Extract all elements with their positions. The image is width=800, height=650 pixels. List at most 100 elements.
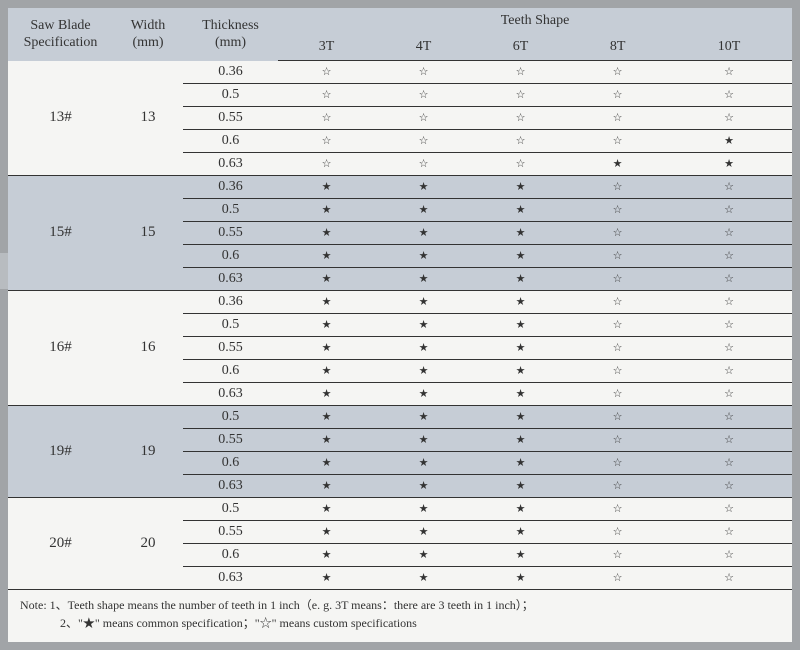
star-cell: ☆	[375, 83, 472, 106]
width-cell: 19	[113, 405, 183, 497]
star-cell: ☆	[569, 451, 666, 474]
star-cell: ☆	[666, 221, 792, 244]
star-cell: ☆	[569, 290, 666, 313]
star-cell: ★	[375, 244, 472, 267]
star-cell: ☆	[666, 83, 792, 106]
thickness-cell: 0.63	[183, 566, 278, 589]
star-cell: ☆	[569, 221, 666, 244]
star-cell: ★	[375, 290, 472, 313]
star-cell: ☆	[569, 382, 666, 405]
table-row: 19#190.5★★★☆☆	[8, 405, 792, 428]
thickness-cell: 0.6	[183, 543, 278, 566]
side-tab[interactable]: ‹	[0, 253, 8, 289]
thickness-cell: 0.55	[183, 336, 278, 359]
star-cell: ☆	[375, 106, 472, 129]
star-cell: ☆	[472, 129, 569, 152]
star-cell: ☆	[666, 566, 792, 589]
star-cell: ☆	[666, 474, 792, 497]
star-cell: ☆	[666, 359, 792, 382]
star-cell: ★	[278, 566, 375, 589]
star-cell: ★	[666, 152, 792, 175]
star-cell: ☆	[375, 129, 472, 152]
thickness-cell: 0.6	[183, 451, 278, 474]
star-cell: ★	[375, 497, 472, 520]
star-cell: ★	[278, 543, 375, 566]
star-cell: ☆	[666, 336, 792, 359]
star-cell: ★	[472, 221, 569, 244]
star-cell: ☆	[666, 313, 792, 336]
width-cell: 13	[113, 61, 183, 176]
header-teeth-3T: 3T	[278, 34, 375, 61]
star-cell: ★	[472, 451, 569, 474]
star-cell: ★	[666, 129, 792, 152]
star-cell: ★	[472, 244, 569, 267]
star-cell: ☆	[278, 152, 375, 175]
star-cell: ★	[472, 405, 569, 428]
star-cell: ★	[278, 474, 375, 497]
star-cell: ☆	[472, 106, 569, 129]
thickness-cell: 0.6	[183, 359, 278, 382]
table-header: Saw Blade Specification Width (mm) Thick…	[8, 8, 792, 61]
star-cell: ★	[278, 221, 375, 244]
spec-cell: 16#	[8, 290, 113, 405]
star-cell: ★	[472, 336, 569, 359]
star-cell: ☆	[569, 520, 666, 543]
thickness-cell: 0.5	[183, 198, 278, 221]
star-cell: ☆	[569, 106, 666, 129]
thickness-cell: 0.5	[183, 497, 278, 520]
thickness-cell: 0.63	[183, 152, 278, 175]
star-cell: ☆	[666, 497, 792, 520]
star-cell: ★	[375, 520, 472, 543]
width-cell: 15	[113, 175, 183, 290]
star-cell: ☆	[569, 497, 666, 520]
star-cell: ★	[375, 543, 472, 566]
star-cell: ★	[278, 313, 375, 336]
star-cell: ☆	[666, 198, 792, 221]
thickness-cell: 0.5	[183, 405, 278, 428]
header-spec: Saw Blade Specification	[8, 8, 113, 61]
thickness-cell: 0.55	[183, 106, 278, 129]
thickness-cell: 0.36	[183, 290, 278, 313]
star-cell: ★	[278, 336, 375, 359]
star-cell: ★	[375, 313, 472, 336]
star-cell: ★	[278, 290, 375, 313]
star-cell: ☆	[569, 359, 666, 382]
star-cell: ★	[278, 520, 375, 543]
thickness-cell: 0.36	[183, 61, 278, 84]
star-cell: ★	[375, 474, 472, 497]
header-teeth-6T: 6T	[472, 34, 569, 61]
table-row: 16#160.36★★★☆☆	[8, 290, 792, 313]
table-body: 13#130.36☆☆☆☆☆0.5☆☆☆☆☆0.55☆☆☆☆☆0.6☆☆☆☆★0…	[8, 61, 792, 590]
star-cell: ☆	[666, 61, 792, 84]
star-cell: ☆	[569, 267, 666, 290]
star-cell: ☆	[278, 106, 375, 129]
star-cell: ★	[375, 267, 472, 290]
spec-table: Saw Blade Specification Width (mm) Thick…	[8, 8, 792, 590]
thickness-cell: 0.36	[183, 175, 278, 198]
star-cell: ★	[278, 267, 375, 290]
star-cell: ☆	[569, 474, 666, 497]
star-cell: ★	[472, 290, 569, 313]
thickness-cell: 0.55	[183, 520, 278, 543]
star-cell: ☆	[666, 543, 792, 566]
star-cell: ☆	[375, 152, 472, 175]
star-cell: ★	[375, 221, 472, 244]
table-row: 20#200.5★★★☆☆	[8, 497, 792, 520]
star-cell: ☆	[666, 520, 792, 543]
header-teeth-4T: 4T	[375, 34, 472, 61]
star-cell: ☆	[666, 382, 792, 405]
star-cell: ★	[375, 428, 472, 451]
star-cell: ☆	[375, 61, 472, 84]
star-cell: ★	[278, 382, 375, 405]
header-teeth-shape: Teeth Shape	[278, 8, 792, 34]
star-cell: ☆	[569, 405, 666, 428]
thickness-cell: 0.63	[183, 267, 278, 290]
star-cell: ★	[375, 336, 472, 359]
star-cell: ☆	[569, 175, 666, 198]
star-cell: ☆	[666, 106, 792, 129]
spec-cell: 15#	[8, 175, 113, 290]
thickness-cell: 0.5	[183, 83, 278, 106]
star-cell: ☆	[666, 290, 792, 313]
note-line-2: 2、"★" means common specification；"☆" mea…	[20, 614, 780, 632]
star-cell: ☆	[569, 336, 666, 359]
